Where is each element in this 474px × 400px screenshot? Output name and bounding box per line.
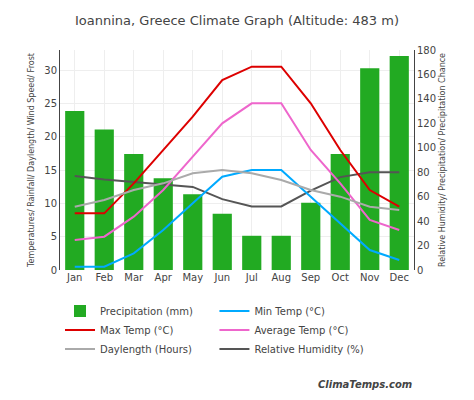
svg-text:Jan: Jan [66, 272, 82, 283]
svg-text:140: 140 [417, 93, 436, 104]
svg-text:Mar: Mar [124, 272, 144, 283]
svg-text:5: 5 [51, 231, 57, 242]
svg-text:80: 80 [417, 167, 430, 178]
svg-text:60: 60 [417, 191, 430, 202]
svg-text:Oct: Oct [332, 272, 349, 283]
svg-text:Relative Humidity/ Precipitati: Relative Humidity/ Precipitation/ Precip… [438, 53, 447, 267]
svg-text:0: 0 [417, 265, 423, 276]
svg-text:15: 15 [44, 165, 57, 176]
svg-text:0: 0 [51, 265, 57, 276]
svg-text:Jun: Jun [213, 272, 230, 283]
svg-text:30: 30 [44, 65, 57, 76]
svg-text:25: 25 [44, 98, 57, 109]
svg-text:100: 100 [417, 142, 436, 153]
svg-text:ClimaTemps.com: ClimaTemps.com [318, 379, 412, 390]
svg-text:Average Temp (°C): Average Temp (°C) [254, 325, 348, 336]
svg-text:Sep: Sep [301, 272, 320, 283]
svg-text:Min Temp (°C): Min Temp (°C) [254, 306, 325, 317]
svg-text:Max Temp (°C): Max Temp (°C) [100, 325, 174, 336]
svg-text:Relative Humidity (%): Relative Humidity (%) [254, 344, 363, 355]
svg-text:20: 20 [417, 240, 430, 251]
svg-text:Apr: Apr [155, 272, 173, 283]
svg-text:Jul: Jul [245, 272, 258, 283]
svg-text:Precipitation (mm): Precipitation (mm) [100, 306, 193, 317]
svg-text:20: 20 [44, 131, 57, 142]
svg-text:160: 160 [417, 69, 436, 80]
svg-text:Daylength (Hours): Daylength (Hours) [100, 344, 192, 355]
svg-text:Dec: Dec [390, 272, 409, 283]
svg-text:40: 40 [417, 216, 430, 227]
svg-text:10: 10 [44, 198, 57, 209]
svg-text:180: 180 [417, 45, 436, 56]
svg-text:Temperatures/ Rainfall/ Daylen: Temperatures/ Rainfall/ Daylength/ Wind … [27, 53, 36, 268]
svg-text:Nov: Nov [360, 272, 380, 283]
svg-text:Ioannina, Greece Climate Graph: Ioannina, Greece Climate Graph (Altitude… [75, 13, 399, 28]
svg-text:May: May [182, 272, 203, 283]
svg-text:120: 120 [417, 118, 436, 129]
svg-text:Feb: Feb [95, 272, 113, 283]
svg-text:Aug: Aug [271, 272, 291, 283]
